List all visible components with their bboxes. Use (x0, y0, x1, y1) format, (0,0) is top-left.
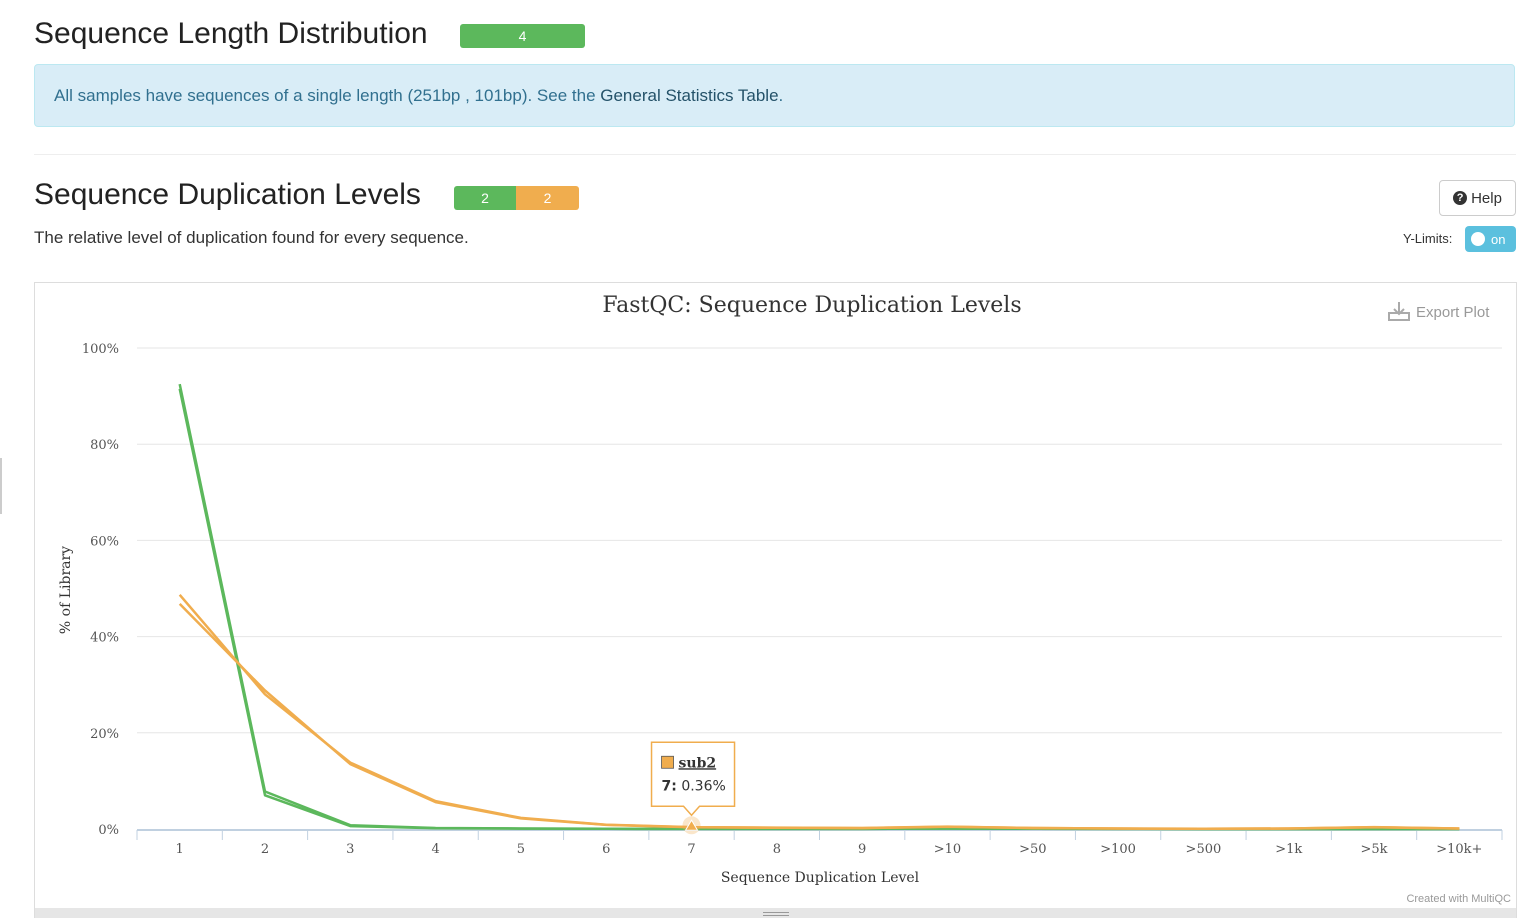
question-circle-icon: ? (1453, 191, 1468, 205)
x-tick-label: >100 (1100, 842, 1136, 857)
info-end: . (778, 86, 784, 105)
plot-resize-handle[interactable] (35, 908, 1516, 918)
y-axis-label: % of Library (58, 546, 74, 634)
plot-container (34, 282, 1517, 918)
chart-grid (137, 347, 1502, 734)
chart-tooltip: sub2 7: 0.36% (650, 741, 736, 835)
series-line (178, 388, 1460, 831)
x-tick-label: 2 (261, 842, 269, 857)
chart-title: FastQC: Sequence Duplication Levels (602, 293, 1021, 318)
x-tick-label: 1 (176, 842, 184, 857)
general-stats-link[interactable]: General Statistics Table (600, 86, 779, 105)
x-tick-label: 6 (602, 842, 610, 857)
status-badges-length[interactable]: 4 (460, 24, 585, 48)
section-title-length: Sequence Length Distribution (34, 17, 428, 50)
toggle-knob (1471, 232, 1485, 246)
x-tick-label: >10 (934, 842, 961, 857)
download-icon (1388, 302, 1410, 321)
x-tick-label: >500 (1186, 842, 1222, 857)
x-tick-label: 7 (687, 842, 695, 857)
section-divider (34, 154, 1516, 155)
export-plot-button[interactable]: Export Plot (1388, 302, 1490, 321)
multiqc-credit: Created with MultiQC (1406, 893, 1511, 905)
x-tick-label: >1k (1275, 842, 1302, 857)
y-tick-label: 60% (90, 534, 119, 549)
y-tick-label: 100% (82, 342, 119, 357)
y-tick-label: 80% (90, 438, 119, 453)
chart-series (178, 383, 1460, 831)
status-badge-warn[interactable]: 2 (516, 186, 579, 210)
ylimits-label: Y-Limits: (1403, 231, 1453, 246)
tooltip-series-name: sub2 (679, 755, 717, 771)
help-button[interactable]: ? Help (1439, 180, 1516, 216)
status-badge-pass[interactable]: 2 (454, 186, 516, 210)
y-axis-ticks: 0% 20% 40% 60% 80% 100% (82, 342, 119, 838)
section-title-duplication: Sequence Duplication Levels (34, 178, 421, 211)
left-edge-marker (0, 458, 2, 514)
x-tick-label: >10k+ (1436, 842, 1482, 857)
x-tick-label: >5k (1361, 842, 1388, 857)
hover-marker (684, 819, 699, 831)
x-tick-label: 8 (773, 842, 781, 857)
x-tick-label: >50 (1019, 842, 1046, 857)
series-line (178, 593, 1460, 831)
status-badge-pass[interactable]: 4 (460, 24, 585, 48)
x-tick-label: 5 (517, 842, 525, 857)
section-description: The relative level of duplication found … (34, 228, 469, 247)
status-badges-duplication[interactable]: 2 2 (454, 186, 579, 210)
info-alert: All samples have sequences of a single l… (34, 64, 1515, 127)
x-tick-label: 9 (858, 842, 866, 857)
info-text: All samples have sequences of a single l… (54, 86, 601, 105)
resize-grip-icon[interactable] (763, 912, 789, 916)
tooltip-value: 7: 0.36% (662, 778, 726, 794)
x-tick-label: 3 (346, 842, 354, 857)
y-tick-label: 0% (98, 823, 119, 838)
tooltip-swatch (661, 755, 674, 769)
x-tick-label: 4 (431, 842, 439, 857)
toggle-label: on (1491, 231, 1506, 247)
y-tick-label: 20% (90, 727, 119, 742)
x-axis: 1 2 3 4 5 6 7 8 9 >10 >50 >100 >500 >1k >5k >10k+ (136, 829, 1503, 857)
series-line (178, 603, 1460, 831)
export-label: Export Plot (1416, 304, 1490, 321)
series-line (178, 383, 1460, 831)
x-axis-label: Sequence Duplication Level (721, 870, 920, 886)
y-tick-label: 40% (90, 631, 119, 646)
help-label: Help (1471, 189, 1502, 207)
ylimits-toggle[interactable]: on (1465, 226, 1516, 252)
